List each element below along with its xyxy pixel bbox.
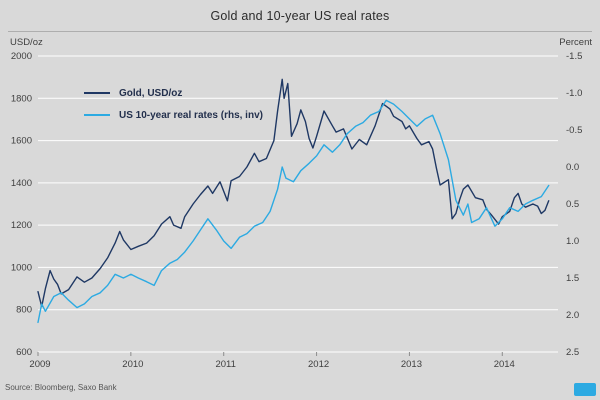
right-axis-tick-label: 0.5 [566, 199, 579, 210]
left-axis-tick-label: 600 [16, 347, 32, 358]
right-axis-tick-label: -1.0 [566, 88, 582, 99]
left-axis-tick-label: 1000 [11, 262, 32, 273]
title-divider [8, 31, 592, 32]
saxo-bank-logo [574, 383, 596, 396]
left-axis-tick-label: 2000 [11, 51, 32, 62]
left-axis-tick-label: 1400 [11, 178, 32, 189]
left-axis-tick-label: 1800 [11, 93, 32, 104]
source-note: Source: Bloomberg, Saxo Bank [5, 383, 117, 392]
legend-label-gold: Gold, USD/oz [119, 87, 183, 99]
right-axis-tick-label: 1.0 [566, 236, 579, 247]
right-axis-tick-label: 0.0 [566, 162, 579, 173]
right-axis-tick-label: 2.0 [566, 310, 579, 321]
chart-legend: Gold, USD/oz US 10-year real rates (rhs,… [84, 87, 263, 131]
x-axis-tick-label: 2012 [308, 359, 329, 370]
chart-title: Gold and 10-year US real rates [210, 9, 390, 23]
rates-line-swatch [84, 114, 110, 116]
left-axis-tick-label: 1200 [11, 220, 32, 231]
right-axis-tick-label: 1.5 [566, 273, 579, 284]
real-rates-series-line [37, 99, 550, 324]
legend-item-rates: US 10-year real rates (rhs, inv) [84, 109, 263, 121]
right-axis-unit-label: Percent [559, 37, 592, 48]
x-axis-tick-label: 2014 [494, 359, 515, 370]
x-axis-tick-label: 2011 [215, 359, 235, 370]
gold-series-line [37, 78, 550, 308]
right-axis-tick-label: 2.5 [566, 347, 579, 358]
right-axis-tick-label: -0.5 [566, 125, 582, 136]
x-axis-tick-label: 2013 [401, 359, 422, 370]
left-axis-unit-label: USD/oz [10, 37, 43, 48]
left-axis-tick-label: 1600 [11, 136, 32, 147]
x-axis-tick-label: 2009 [29, 359, 50, 370]
legend-label-rates: US 10-year real rates (rhs, inv) [119, 109, 263, 121]
legend-item-gold: Gold, USD/oz [84, 87, 263, 99]
x-axis-tick-label: 2010 [122, 359, 143, 370]
left-axis-tick-label: 800 [16, 305, 32, 316]
gold-line-swatch [84, 92, 110, 94]
right-axis-tick-label: -1.5 [566, 51, 582, 62]
